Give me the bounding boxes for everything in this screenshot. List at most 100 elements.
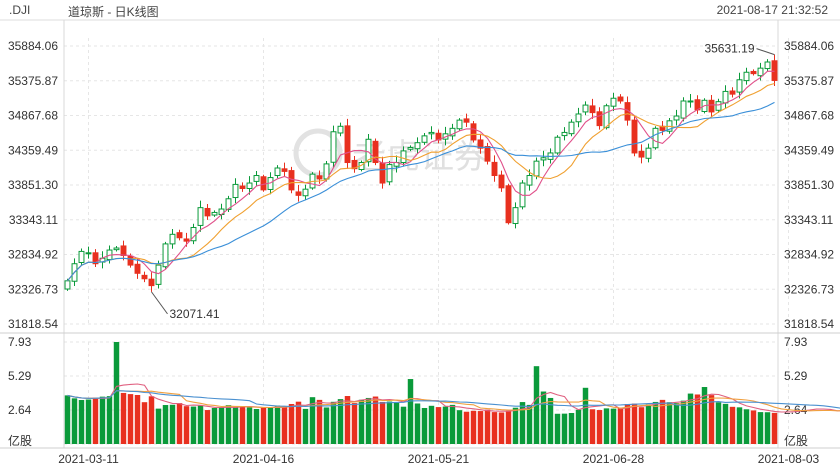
price-tick-label-left: 32834.92 (8, 248, 58, 262)
ma20-line (67, 101, 775, 282)
volume-bar (659, 399, 666, 444)
candle-body (407, 146, 414, 150)
price-tick-label-right: 35884.06 (784, 39, 834, 53)
volume-bar (232, 406, 239, 444)
price-tick-label-left: 34867.68 (8, 109, 58, 123)
candle-body (162, 243, 169, 268)
volume-bar (267, 407, 274, 444)
volume-ma5-line (67, 383, 840, 413)
candle-body (743, 71, 750, 82)
volume-bar (78, 400, 85, 444)
candle-body (722, 90, 729, 104)
volume-bar (197, 405, 204, 444)
candle-body (260, 176, 267, 191)
candle-body (491, 161, 498, 177)
price-tick-label-left: 35375.87 (8, 74, 58, 88)
volume-bar (393, 402, 400, 444)
volume-bar (456, 410, 463, 444)
volume-bar (666, 402, 673, 444)
candle-body (176, 232, 183, 239)
volume-bar (687, 393, 694, 444)
volume-bar (631, 403, 638, 444)
volume-bar (498, 412, 505, 444)
candle-body (505, 185, 512, 224)
candle-body (568, 121, 575, 135)
candle-body (64, 280, 71, 290)
volume-bar (239, 406, 246, 444)
volume-bar (722, 403, 729, 444)
date-tick-label: 2021-08-03 (758, 452, 820, 466)
candle-body (113, 247, 120, 251)
price-tick-label-right: 35375.87 (784, 74, 834, 88)
volume-bar (64, 395, 71, 444)
volume-bar (113, 342, 120, 444)
candle-body (673, 115, 680, 121)
price-tick-label-right: 33851.30 (784, 178, 834, 192)
candle-body (680, 100, 687, 119)
symbol-label: .DJI (9, 3, 31, 17)
volume-bar (127, 394, 134, 444)
candle-body (456, 119, 463, 130)
candle-body (533, 160, 540, 177)
candle-body (561, 131, 568, 137)
volume-bar (253, 409, 260, 444)
candle-body (764, 61, 771, 70)
volume-bar (225, 405, 232, 444)
price-tick-label-right: 32326.73 (784, 282, 834, 296)
volume-bar (568, 413, 575, 444)
volume-bar (92, 397, 99, 444)
candle-body (372, 140, 379, 164)
volume-bar (449, 404, 456, 444)
volume-bar (85, 399, 92, 444)
volume-bars (64, 342, 778, 444)
volume-bar (673, 403, 680, 444)
candle-body (78, 250, 85, 263)
candle-body (316, 175, 323, 180)
volume-bar (435, 407, 442, 444)
volume-unit-label-left: 亿股 (8, 433, 32, 448)
volume-bar (141, 402, 148, 444)
volume-bar (484, 409, 491, 444)
candle-body (183, 238, 190, 242)
volume-bar (617, 407, 624, 444)
candle-body (274, 167, 281, 177)
volume-tick-label-left: 2.64 (8, 403, 32, 417)
volume-bar (729, 406, 736, 444)
candle-body (337, 125, 344, 134)
candle-body (197, 207, 204, 226)
volume-bar (477, 411, 484, 444)
volume-bar (603, 408, 610, 444)
volume-bar (71, 398, 78, 444)
volume-bar (694, 394, 701, 444)
volume-bar (106, 396, 113, 444)
volume-bar (505, 410, 512, 444)
volume-bar (638, 407, 645, 444)
price-tick-label-left: 33851.30 (8, 178, 58, 192)
volume-bar (211, 407, 218, 444)
volume-bar (708, 395, 715, 444)
volume-bar (470, 410, 477, 444)
price-tick-label-right: 34867.68 (784, 109, 834, 123)
candle-body (498, 174, 505, 189)
candle-body (400, 150, 407, 164)
price-tick-label-right: 31818.54 (784, 317, 834, 331)
price-tick-label-left: 34359.49 (8, 143, 58, 157)
candle-body (330, 131, 337, 163)
timestamp: 2021-08-17 21:32:52 (716, 3, 828, 17)
ma10-line (67, 82, 775, 282)
volume-bar (610, 408, 617, 444)
volume-bar (547, 397, 554, 444)
chart-header: .DJI 道琼斯 - 日K线图 2021-08-17 21:32:52 (0, 0, 840, 20)
volume-bar (442, 406, 449, 444)
volume-bar (337, 399, 344, 444)
candle-body (134, 263, 141, 274)
candle-body (596, 111, 603, 127)
candle-body (631, 119, 638, 154)
candle-body (120, 245, 127, 257)
candle-body (421, 135, 428, 143)
candle-body (323, 163, 330, 180)
ma5-line (67, 70, 775, 282)
candle-body (302, 188, 309, 197)
volume-bar (575, 409, 582, 444)
